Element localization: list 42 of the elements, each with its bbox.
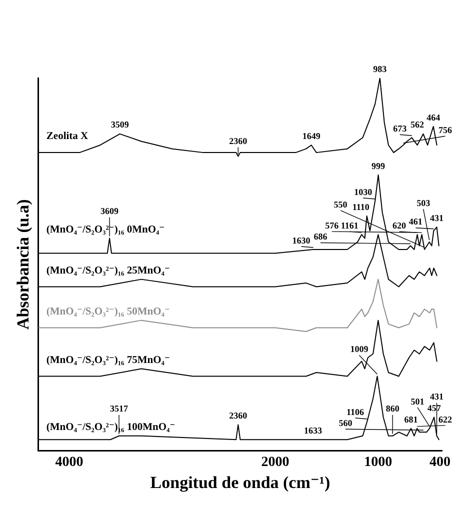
- x-tick-label: 2000: [261, 454, 290, 470]
- annotation: 576: [325, 220, 340, 230]
- annotation: 501: [410, 396, 425, 406]
- x-axis-title: Longitud de onda (cm⁻¹): [150, 473, 330, 492]
- annotation: 461: [408, 216, 423, 227]
- series-label: (MnO₄⁻/S₂O₃²⁻)₁₆ 25MnO₄⁻: [46, 265, 170, 276]
- annotation: 620: [392, 220, 407, 230]
- x-tick-label: 400: [429, 454, 450, 470]
- annotation: 3609: [100, 206, 120, 216]
- annotation: 2360: [229, 410, 248, 421]
- annotation: 1030: [354, 186, 373, 197]
- annotation: 1161: [340, 220, 359, 230]
- annotation: 860: [386, 404, 400, 414]
- annotation: 1649: [302, 130, 321, 141]
- y-axis-title: Absorbancia (u.a): [14, 199, 33, 330]
- annotation: 503: [416, 198, 431, 208]
- annotation: 1630: [292, 235, 311, 246]
- annotation: 1110: [352, 202, 370, 212]
- annotation: 431: [430, 392, 444, 402]
- series-label: (MnO₄⁻/S₂O₃²⁻)₁₆ 75MnO₄⁻: [46, 354, 170, 366]
- annotation: 1633: [304, 425, 322, 436]
- annotation: 756: [438, 124, 452, 135]
- annotation: 681: [404, 414, 418, 424]
- annotation: 560: [338, 418, 353, 428]
- x-tick-label: 1000: [364, 454, 392, 470]
- annotation: 3517: [110, 404, 129, 414]
- annotation: 431: [430, 212, 444, 223]
- annotation: 464: [426, 112, 441, 122]
- series-label: (MnO₄⁻/S₂O₃²⁻)₁₆ 50MnO₄⁻: [46, 306, 170, 318]
- annotation: 622: [438, 414, 452, 424]
- annotation: 983: [373, 64, 388, 74]
- annotation: 686: [314, 232, 328, 242]
- series-label: Zeolita X: [46, 131, 89, 142]
- annotation: 1009: [350, 344, 369, 354]
- annotation: 673: [393, 123, 408, 134]
- annotation: 3509: [110, 120, 130, 130]
- annotation: 2360: [229, 136, 248, 146]
- x-tick-label: 4000: [55, 454, 84, 470]
- annotation: 550: [334, 199, 348, 210]
- annotation: 999: [372, 160, 386, 171]
- annotation: 1106: [346, 406, 364, 417]
- annotation: 562: [410, 120, 425, 130]
